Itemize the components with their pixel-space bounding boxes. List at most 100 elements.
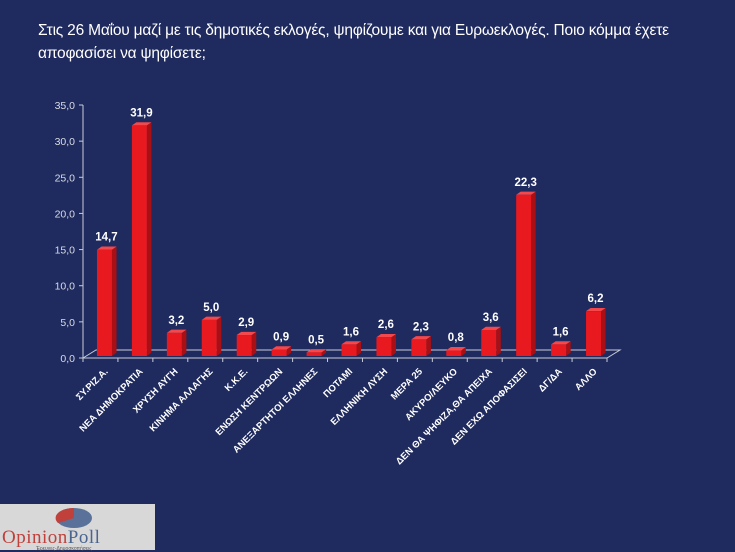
bar-top (341, 341, 362, 345)
bar (446, 347, 466, 356)
bar-front (516, 194, 532, 356)
x-tick-label: ΝΕΑ ΔΗΜΟΚΡΑΤΙΑ (77, 366, 145, 434)
bar-side (146, 122, 152, 356)
x-tick-label: ΜΕΡΑ 25 (389, 366, 426, 403)
bar-side (216, 316, 222, 356)
data-label: 14,7 (95, 232, 117, 244)
bar (551, 341, 571, 356)
opinionpoll-logo: OpinionPoll Έρευνες-Δημοσκοπήσεις (0, 504, 155, 552)
y-tick-label: 35,0 (55, 100, 76, 112)
x-tick-label: ΑΛΛΟ (573, 366, 600, 393)
data-label: 0,8 (448, 332, 465, 344)
logo-wordmark: OpinionPoll (2, 527, 100, 549)
bar (586, 307, 606, 356)
bar-side (531, 191, 536, 356)
x-tick-label: ΕΝΩΣΗ ΚΕΝΤΡΩΩΝ (214, 366, 286, 438)
bar-front (236, 335, 252, 356)
bar-side (566, 341, 571, 356)
y-tick-label: 15,0 (55, 245, 76, 257)
data-label: 0,9 (273, 331, 289, 343)
data-label: 6,2 (588, 293, 604, 305)
bar (306, 349, 327, 356)
bar-front (306, 352, 322, 356)
bar (516, 191, 536, 356)
axes (79, 104, 622, 362)
bar-front (376, 337, 392, 356)
data-label: 0,5 (308, 334, 325, 346)
logo-subtitle: Έρευνες-Δημοσκοπήσεις (36, 546, 92, 552)
bar-front (271, 349, 287, 356)
bar-top (131, 122, 152, 126)
bar-top (446, 347, 466, 351)
data-label: 2,6 (378, 319, 394, 331)
bar-front (411, 339, 427, 356)
bar (271, 346, 292, 356)
bar-side (426, 336, 431, 356)
bar-front (131, 125, 147, 356)
data-label: 3,6 (483, 312, 499, 324)
bar-top (201, 316, 222, 320)
bar-front (96, 249, 112, 356)
y-tick-label: 30,0 (55, 136, 76, 148)
bar-front (166, 332, 182, 356)
bar-top (411, 336, 431, 340)
y-tick-labels: 0,0 5,0 10,0 15,0 20,0 25,0 30,0 35,0 (55, 100, 76, 365)
bar-front (481, 329, 497, 356)
bar-top (376, 334, 396, 338)
bar-side (391, 334, 396, 356)
chart-title: Στις 26 Μαΐου μαζί με τις δημοτικές εκλο… (38, 22, 669, 62)
y-tick-label: 20,0 (55, 208, 76, 220)
bar (131, 122, 152, 356)
bar-top (481, 326, 501, 330)
x-tick-label: ΔΓ/ΔΑ (537, 366, 565, 394)
pie-logo-icon (55, 507, 92, 528)
bar-top (586, 307, 606, 312)
bar-front (586, 311, 602, 356)
bar (236, 331, 257, 356)
data-label: 22,3 (514, 177, 536, 189)
data-label: 2,3 (413, 321, 429, 333)
bar-side (321, 349, 327, 356)
bar-side (251, 331, 257, 356)
bar-front (341, 344, 357, 356)
bar (411, 336, 431, 356)
bar (376, 334, 396, 356)
bar-top (551, 341, 571, 345)
bar-top (166, 329, 187, 333)
bar-side (356, 341, 362, 356)
bar-top (306, 349, 327, 353)
x-tick-label: ΣΥ.ΡΙΖ.Α. (74, 366, 110, 402)
bar (96, 246, 117, 356)
data-label: 31,9 (130, 107, 152, 119)
data-label: 1,6 (343, 326, 359, 338)
bar (481, 326, 501, 356)
bar-side (111, 246, 117, 356)
bars (96, 122, 606, 356)
bar-front (551, 344, 567, 356)
bar-side (496, 326, 501, 356)
y-tick-label: 5,0 (60, 317, 75, 329)
data-label: 5,0 (203, 302, 219, 314)
x-tick-label: Κ.Κ.Ε. (223, 366, 251, 394)
bar-top (516, 191, 536, 195)
data-label: 1,6 (553, 326, 569, 338)
bar-top (236, 331, 257, 336)
bar-side (461, 347, 466, 356)
logo-word-poll: Poll (67, 527, 101, 548)
bar (341, 341, 362, 356)
bar-side (601, 307, 606, 356)
logo-word-opinion: Opinion (2, 527, 68, 548)
x-tick-label: ΠΟΤΑΜΙ (321, 366, 355, 400)
bar-top (96, 246, 117, 250)
y-tick-label: 10,0 (55, 281, 76, 293)
bar-top (271, 346, 292, 350)
data-labels: 14,7 31,9 3,2 5,0 2,9 0,9 0,5 1,6 2,6 2,3 0,8 3,6 22… (95, 107, 603, 346)
bar-front (201, 319, 217, 356)
data-label: 2,9 (238, 317, 254, 329)
bar-front (446, 350, 462, 356)
x-tick-label: ΚΙΝΗΜΑ ΑΛΛΑΓΗΣ (148, 366, 216, 434)
bar (201, 316, 222, 356)
data-label: 3,2 (168, 315, 184, 327)
